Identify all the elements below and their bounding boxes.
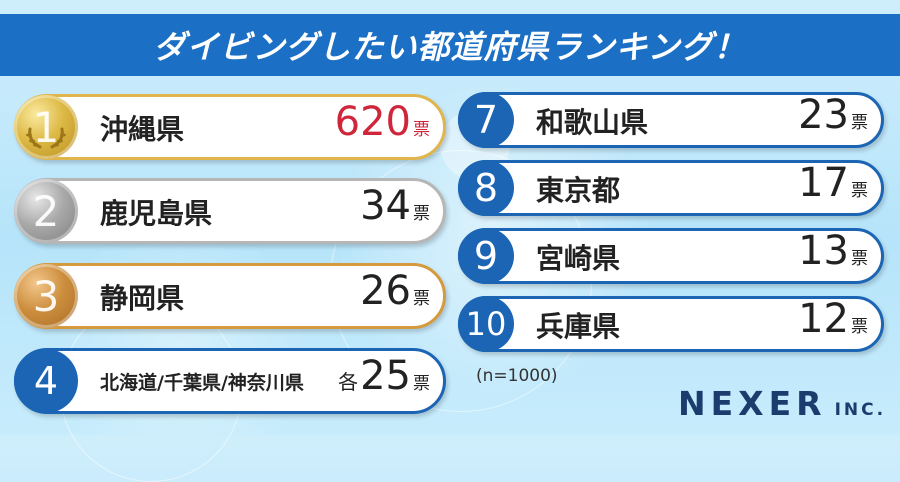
vote-count: 23 票 [798,92,868,138]
vote-count: 26 票 [360,268,430,314]
ranking-row: 8 東京都 17 票 [458,160,884,216]
ranking-row: 2 鹿児島県 34 票 [14,178,446,244]
count-unit: 票 [851,181,868,201]
ranking-row: 7 和歌山県 23 票 [458,92,884,148]
rank-badge: 1 [14,95,78,159]
ranking-row-background [458,92,884,148]
rank-badge: 10 [458,296,514,352]
count-unit: 票 [413,204,430,224]
rank-badge: 3 [14,264,78,328]
rank-badge: 4 [14,349,78,413]
rank-number: 7 [473,98,499,142]
count-unit: 票 [413,374,430,394]
count-unit: 票 [413,289,430,309]
laurel-leaf [33,143,39,147]
laurel-leaf [60,133,66,137]
ranking-row-background [14,178,446,244]
count-value: 17 [798,160,849,206]
count-value: 26 [360,268,411,314]
count-value: 620 [334,99,411,145]
rank-number: 3 [32,271,60,321]
vote-count: 13 票 [798,228,868,274]
vote-count: 各 25 票 [338,353,430,399]
chart-title: ダイビングしたい都道府県ランキング！ [153,28,747,66]
ranking-row-background [458,296,884,352]
vote-count: 17 票 [798,160,868,206]
prefecture-name: 沖縄県 [100,113,185,146]
ranking-row-background [14,263,446,329]
ranking-row: 1 沖縄県 620 票 [14,94,446,160]
prefecture-name: 静岡県 [100,282,185,315]
vote-count: 620 票 [335,99,430,145]
ranking-row-background [458,228,884,284]
prefecture-name: 東京都 [536,174,621,207]
count-value: 12 [798,296,849,342]
rank-number: 10 [465,305,507,343]
prefecture-name: 宮崎県 [536,242,621,275]
rank-number: 2 [32,186,60,236]
count-value: 23 [798,92,849,138]
count-unit: 票 [851,317,868,337]
count-value: 13 [798,228,849,274]
rank-number: 9 [473,234,499,278]
count-value: 34 [360,183,411,229]
rank-badge: 9 [458,228,514,284]
title-banner: ダイビングしたい都道府県ランキング！ [0,14,900,76]
ranking-row: 10 兵庫県 12 票 [458,296,884,352]
nexer-logo: NEXER INC. [678,384,886,423]
logo-suffix: INC. [834,400,887,420]
laurel-leaf [53,143,59,147]
ranking-row-background [14,348,446,414]
rank-badge: 7 [458,92,514,148]
vote-count: 12 票 [798,296,868,342]
prefecture-name: 鹿児島県 [100,197,213,230]
rank-number: 8 [473,166,499,210]
count-unit: 票 [851,249,868,269]
prefecture-name: 和歌山県 [536,106,649,139]
count-value: 25 [360,353,411,399]
laurel-icon [26,127,66,149]
prefecture-name: 北海道/千葉県/神奈川県 [100,372,304,394]
logo-main: NEXER [678,384,827,423]
rank-number: 1 [32,102,60,152]
ranking-row: 3 静岡県 26 票 [14,263,446,329]
laurel-leaf [29,139,35,143]
count-unit: 票 [413,120,430,140]
vote-count: 34 票 [360,183,430,229]
laurel-leaf [26,133,32,137]
ranking-row: 9 宮崎県 13 票 [458,228,884,284]
rank-number: 4 [33,359,59,403]
rank-badge: 2 [14,179,78,243]
rank-badge: 8 [458,160,514,216]
sample-size-note: (n=1000) [476,366,558,386]
ranking-row-background [458,160,884,216]
count-unit: 票 [851,113,868,133]
prefecture-name: 兵庫県 [536,310,621,343]
ranking-row: 4 北海道/千葉県/神奈川県 各 25 票 [14,348,446,414]
count-prefix: 各 [338,370,359,394]
laurel-leaf [57,139,63,143]
ranking-row-background [14,94,446,160]
